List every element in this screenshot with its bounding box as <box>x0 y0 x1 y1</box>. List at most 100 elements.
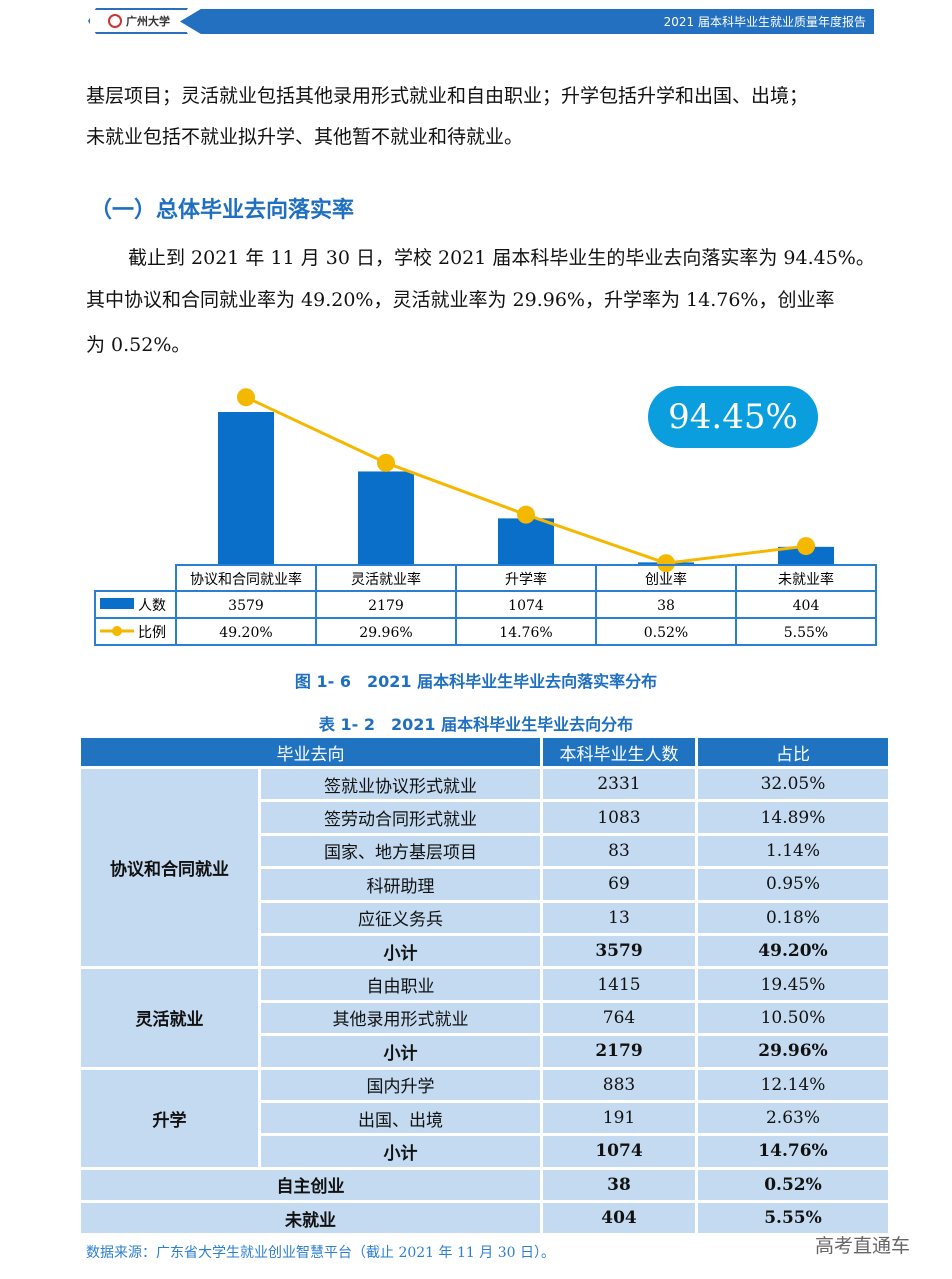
subtotal-cell: 49.20% <box>698 935 888 967</box>
table-row: 出国、出境 191 2.63% <box>81 1102 888 1134</box>
paragraph-line: 截止到 2021 年 11 月 30 日，学校 2021 届本科毕业生的毕业去向… <box>128 247 875 269</box>
table-cell: 0.18% <box>698 902 888 933</box>
line-point <box>237 388 255 407</box>
table-row: 未就业 404 5.55% <box>81 1203 888 1234</box>
bar-value-label: 404 <box>793 598 820 614</box>
table-cell: 自主创业 <box>81 1169 540 1201</box>
bar-value-label: 1074 <box>508 598 544 614</box>
table-row: 其他录用形式就业 764 10.50% <box>81 1002 888 1034</box>
line-value-label: 49.20% <box>219 625 272 641</box>
category-label: 创业率 <box>645 571 687 588</box>
watermark: 高考直通车 <box>815 1235 911 1257</box>
table-cell: 32.05% <box>698 769 888 800</box>
table-cell: 1415 <box>543 969 695 1000</box>
table-cell: 自由职业 <box>261 969 540 1000</box>
bar-value-label: 38 <box>657 598 675 614</box>
bar <box>218 412 274 564</box>
table-cell: 404 <box>543 1203 695 1234</box>
table-cell: 未就业 <box>81 1203 540 1234</box>
subtotal-cell: 29.96% <box>698 1036 888 1067</box>
line-point <box>377 453 395 472</box>
subtotal-cell: 1074 <box>543 1136 695 1167</box>
legend-label: 比例 <box>138 625 166 641</box>
table-header-row: 毕业去向 本科毕业生人数 占比 <box>81 738 888 766</box>
table-row: 灵活就业 自由职业 1415 19.45% <box>81 969 888 1067</box>
bar-value-label: 3579 <box>228 598 264 614</box>
table-row: 自主创业 38 0.52% <box>81 1169 888 1201</box>
subtotal-cell: 3579 <box>543 935 695 967</box>
category-label: 未就业率 <box>778 571 834 588</box>
line-value-label: 0.52% <box>644 625 688 641</box>
line-value-label: 5.55% <box>784 625 828 641</box>
paragraph-line: 其中协议和合同就业率为 49.20%，灵活就业率为 29.96%，升学率为 14… <box>86 289 835 311</box>
report-title: 2021 届本科毕业生就业质量年度报告 <box>663 15 866 29</box>
overall-rate-badge: 94.45% <box>648 386 818 448</box>
header-banner: 2021 届本科毕业生就业质量年度报告 <box>180 9 874 34</box>
subtotal-cell: 小计 <box>261 1036 540 1067</box>
table-cell: 13 <box>543 902 695 933</box>
table-cell: 883 <box>543 1069 695 1100</box>
subtotal-row: 小计 1074 14.76% <box>81 1136 888 1167</box>
table-cell: 0.52% <box>698 1169 888 1201</box>
table-row: 升学 国内升学 883 12.14% <box>81 1069 888 1167</box>
line-value-label: 29.96% <box>359 625 412 641</box>
table-cell: 其他录用形式就业 <box>261 1002 540 1034</box>
header-cell: 本科毕业生人数 <box>543 738 695 766</box>
group-cell: 灵活就业 <box>81 969 258 1067</box>
line-value-label: 14.76% <box>499 625 552 641</box>
section-heading: （一）总体毕业去向落实率 <box>90 198 355 223</box>
table-cell: 国内升学 <box>261 1069 540 1100</box>
table-cell: 14.89% <box>698 802 888 833</box>
subtotal-cell: 14.76% <box>698 1136 888 1167</box>
table-cell: 191 <box>543 1102 695 1134</box>
table-cell: 0.95% <box>698 869 888 900</box>
bar <box>358 471 414 564</box>
destination-table: 毕业去向 本科毕业生人数 占比协议和合同就业 签就业协议形式就业 2331 32.05% 签… <box>78 735 891 1236</box>
table-cell: 1.14% <box>698 835 888 867</box>
subtotal-cell: 小计 <box>261 1136 540 1167</box>
table-cell: 12.14% <box>698 1069 888 1100</box>
header-cell: 毕业去向 <box>81 738 540 766</box>
seal-icon <box>108 14 122 28</box>
line-point <box>517 505 535 524</box>
table-row: 协议和合同就业 签就业协议形式就业 2331 32.05% <box>81 769 888 967</box>
figure-caption: 图 1- 6 2021 届本科毕业生毕业去向落实率分布 <box>294 672 658 691</box>
table-cell: 签劳动合同形式就业 <box>261 802 540 833</box>
line-point <box>797 537 815 556</box>
table-cell: 5.55% <box>698 1203 888 1234</box>
table-cell: 83 <box>543 835 695 867</box>
table-cell: 出国、出境 <box>261 1102 540 1134</box>
bar <box>498 518 554 564</box>
subtotal-cell: 小计 <box>261 935 540 967</box>
table-cell: 国家、地方基层项目 <box>261 835 540 867</box>
line-point <box>657 554 675 573</box>
group-cell: 升学 <box>81 1069 258 1167</box>
table-row: 应征义务兵 13 0.18% <box>81 902 888 933</box>
subtotal-cell: 2179 <box>543 1036 695 1067</box>
group-cell: 协议和合同就业 <box>81 769 258 967</box>
category-label: 协议和合同就业率 <box>190 571 302 588</box>
bar <box>778 546 834 564</box>
paragraph-line: 基层项目；灵活就业包括其他录用形式就业和自由职业；升学包括升学和出国、出境； <box>86 85 809 107</box>
chart: 协议和合同就业率 灵活就业率 升学率 创业率 未就业率 3579 2179 1074 38 404… <box>94 388 877 646</box>
category-label: 灵活就业率 <box>351 571 421 588</box>
subtotal-row: 小计 3579 49.20% <box>81 935 888 967</box>
table-cell: 10.50% <box>698 1002 888 1034</box>
data-source: 数据来源：广东省大学生就业创业智慧平台（截止 2021 年 11 月 30 日）… <box>86 1245 555 1261</box>
university-logo: 广州大学 <box>88 8 188 34</box>
table-cell: 764 <box>543 1002 695 1034</box>
table-row: 科研助理 69 0.95% <box>81 869 888 900</box>
category-label: 升学率 <box>505 571 547 588</box>
legend-line-marker <box>112 626 122 636</box>
table-row: 国家、地方基层项目 83 1.14% <box>81 835 888 867</box>
table-caption: 表 1- 2 2021 届本科毕业生毕业去向分布 <box>318 715 634 734</box>
paragraph-line: 为 0.52%。 <box>86 334 191 356</box>
legend-label: 人数 <box>138 598 166 614</box>
table-cell: 科研助理 <box>261 869 540 900</box>
table-cell: 签就业协议形式就业 <box>261 769 540 800</box>
table-cell: 69 <box>543 869 695 900</box>
legend-bar-swatch <box>100 598 134 609</box>
header-cell: 占比 <box>698 738 888 766</box>
subtotal-row: 小计 2179 29.96% <box>81 1036 888 1067</box>
paragraph-line: 未就业包括不就业拟升学、其他暂不就业和待就业。 <box>86 126 524 148</box>
